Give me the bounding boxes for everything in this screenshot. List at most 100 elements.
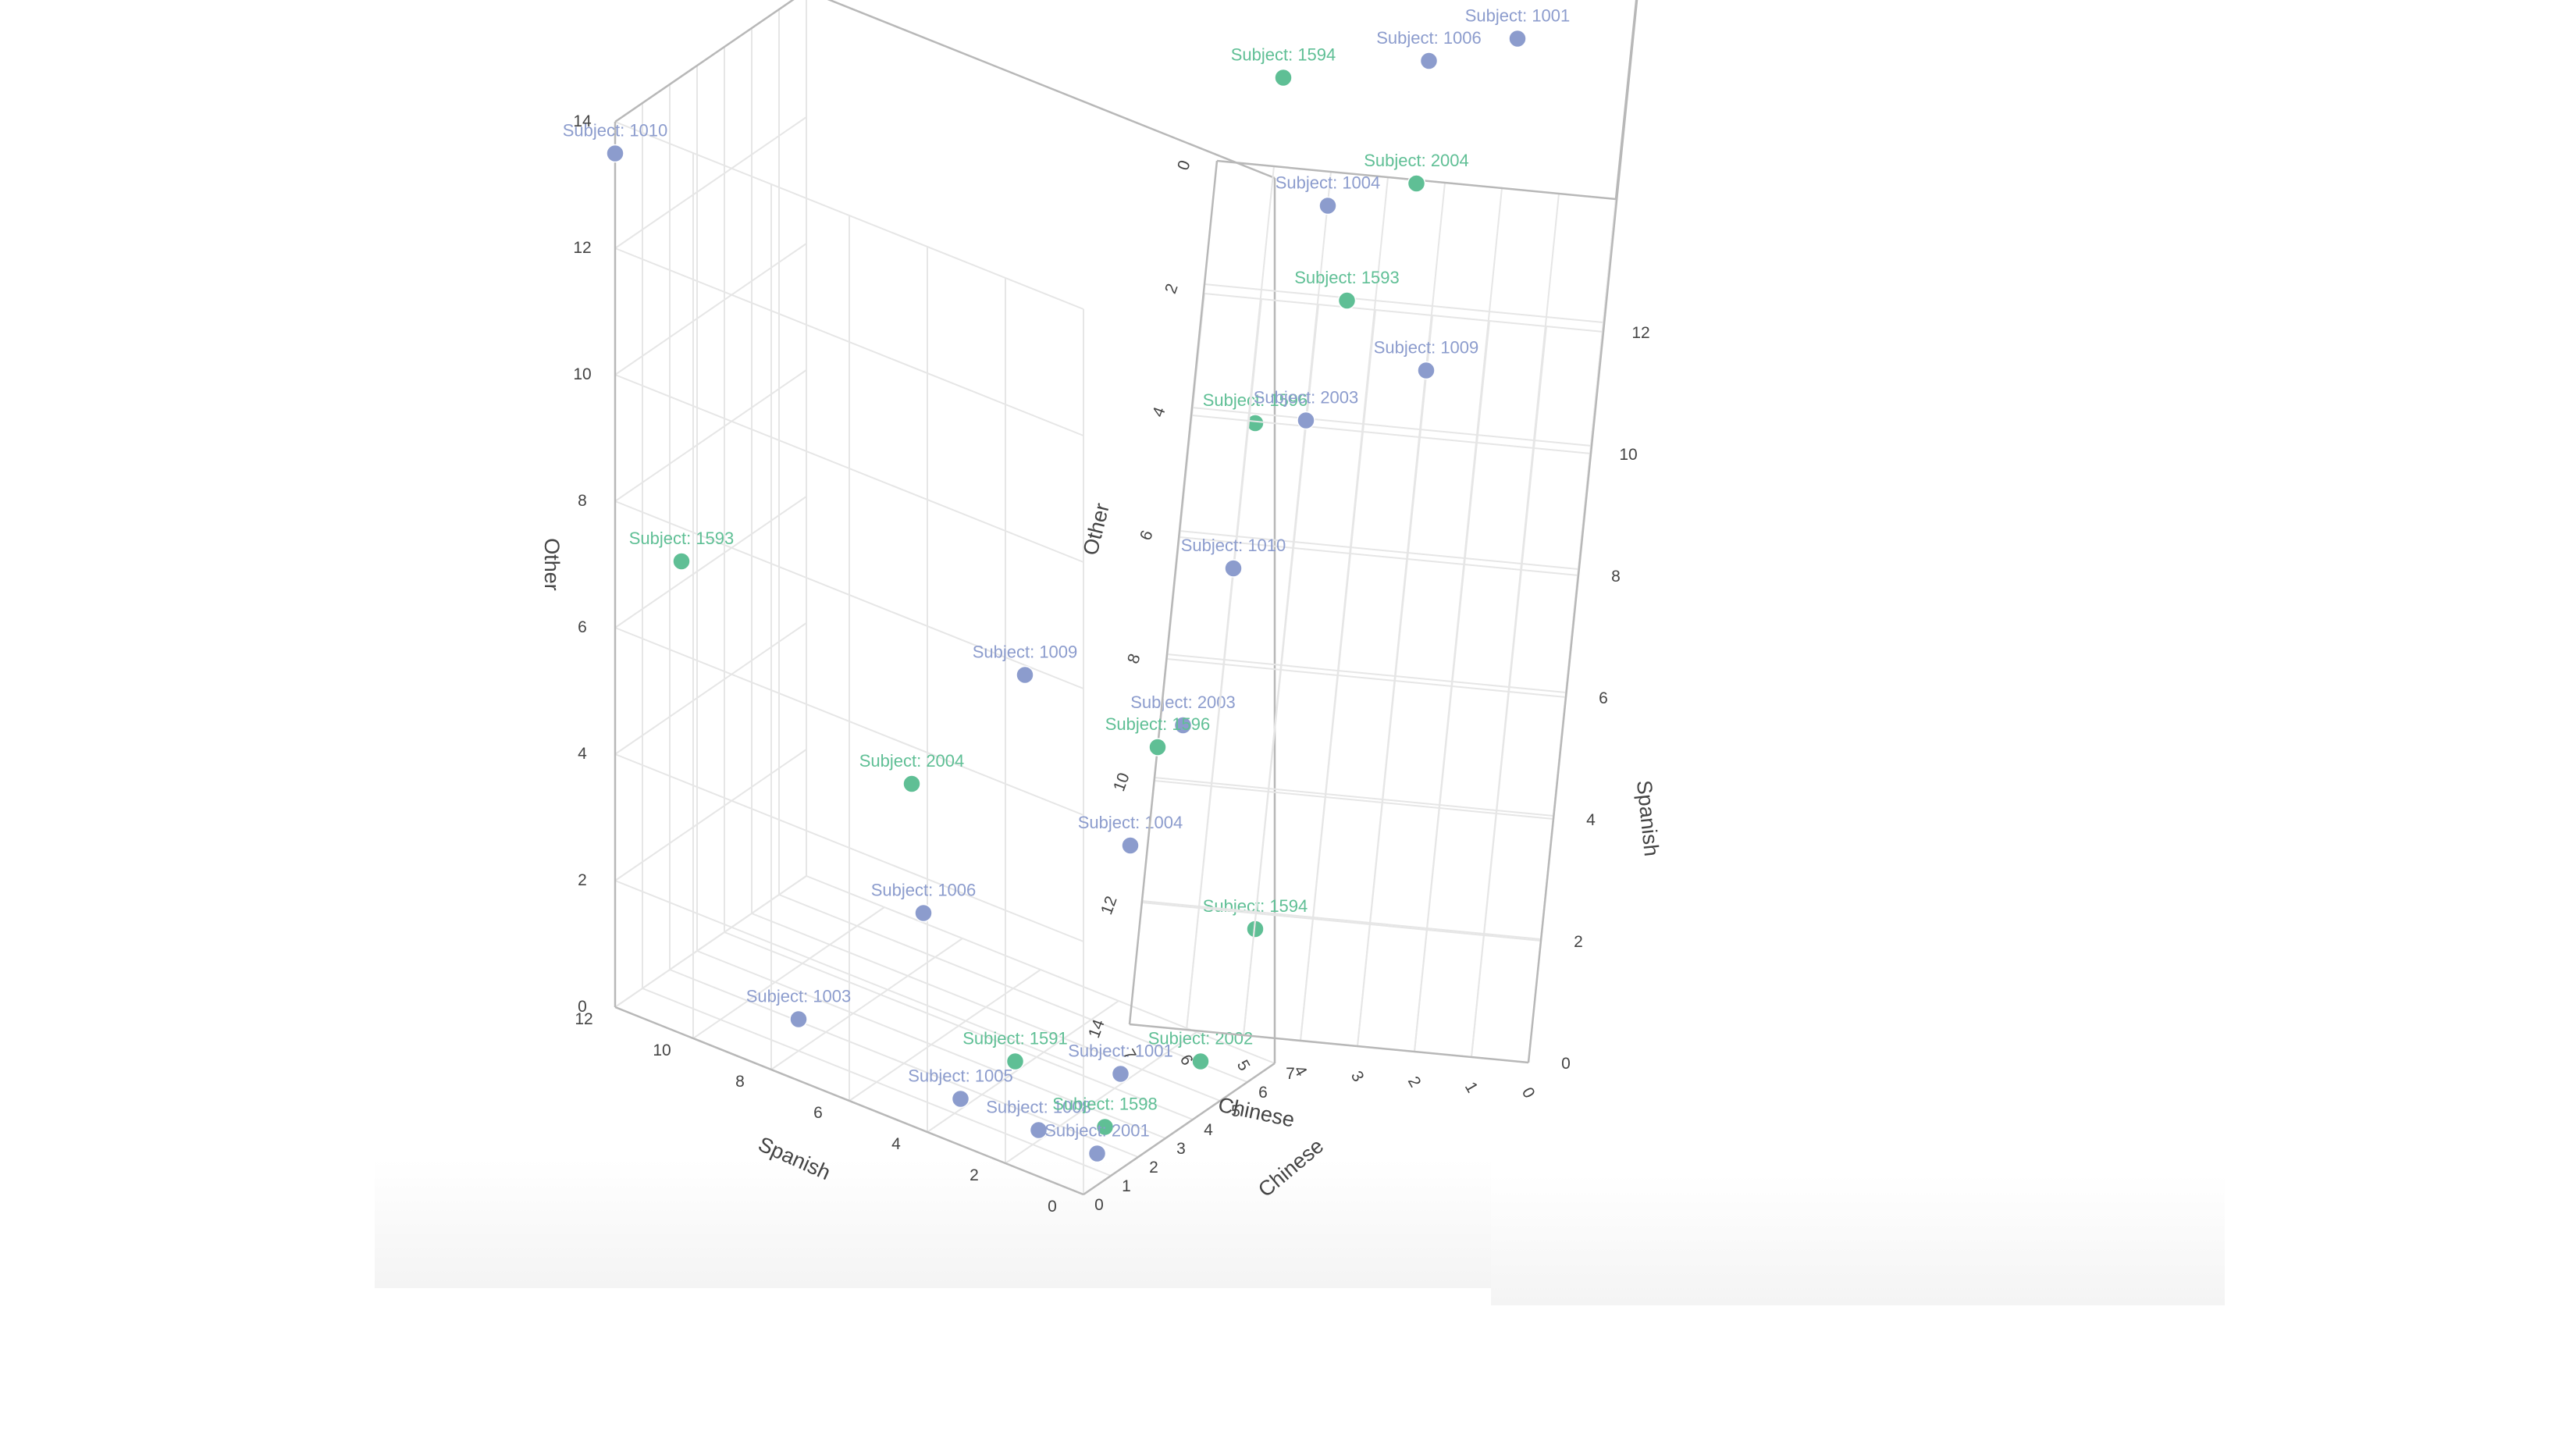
data-point-label: Subject: 2001 [1044, 1121, 1150, 1141]
x-tick-label: 2 [1404, 1073, 1425, 1091]
grid-line [1166, 658, 1567, 698]
data-point-marker[interactable] [1029, 1120, 1048, 1140]
grid-line [1300, 176, 1389, 1041]
data-point-marker[interactable] [1111, 1064, 1130, 1084]
data-point-label: Subject: 1005 [908, 1066, 1013, 1086]
data-point-marker[interactable] [1407, 174, 1426, 193]
grid-line [614, 880, 1084, 1069]
data-point-marker[interactable] [1191, 1052, 1210, 1071]
scatter3d-left[interactable]: 0123456702468101202468101214ChineseSpani… [540, 0, 1328, 1216]
y-tick-label: 0 [1561, 1055, 1571, 1073]
grid-line [1414, 187, 1503, 1052]
y-tick-label: 10 [653, 1041, 671, 1059]
data-point-marker[interactable] [606, 144, 624, 163]
data-point-marker[interactable] [1016, 665, 1034, 685]
z-tick-label: 6 [578, 618, 587, 636]
grid-line [1603, 0, 1638, 333]
data-point-marker[interactable] [1095, 1117, 1115, 1137]
y-tick-label: 6 [1599, 689, 1608, 707]
y-axis-title: Spanish [755, 1132, 834, 1184]
data-point-marker[interactable] [1087, 1144, 1107, 1163]
data-point-marker[interactable] [902, 774, 921, 793]
y-tick-label: 12 [1631, 324, 1649, 342]
z-tick-label: 14 [573, 112, 592, 130]
x-axis-line [1083, 1062, 1276, 1196]
grid-line [770, 938, 963, 1070]
data-point-marker[interactable] [1224, 559, 1243, 578]
x-tick-label: 5 [1231, 1102, 1240, 1120]
y-tick-label: 4 [1586, 811, 1596, 829]
z-tick-label: 14 [1085, 1017, 1108, 1041]
grid-line [1166, 653, 1567, 693]
frame-edge [614, 0, 795, 123]
data-point-marker[interactable] [1173, 716, 1193, 735]
grid-line [927, 1000, 1119, 1133]
x-tick-label: 4 [1204, 1121, 1213, 1139]
data-point-marker[interactable] [1508, 29, 1527, 48]
frame-edge [827, 0, 1276, 180]
x-tick-label: 0 [1094, 1196, 1104, 1214]
data-point-label: Subject: 1594 [1231, 45, 1336, 65]
data-point-label: Subject: 1001 [1068, 1041, 1173, 1061]
data-point-marker[interactable] [1121, 836, 1140, 855]
z-tick-label: 2 [578, 871, 587, 889]
grid-line [614, 496, 807, 628]
grid-line [1578, 0, 1638, 576]
x-tick-label: 6 [1258, 1084, 1268, 1102]
z-tick-label: 0 [578, 998, 587, 1016]
scatter3d-right[interactable]: 0123456702468101202468101214ChineseSpani… [1079, 0, 1691, 1132]
data-point-marker[interactable] [1274, 68, 1293, 87]
grid-line [1186, 166, 1275, 1031]
data-point-marker[interactable] [1005, 1052, 1025, 1071]
z-tick-label: 12 [1098, 894, 1121, 917]
data-point-label: Subject: 1596 [1203, 390, 1308, 410]
grid-line [614, 0, 795, 123]
x-tick-label: 5 [1233, 1057, 1254, 1074]
data-point-label: Subject: 1004 [1276, 173, 1381, 193]
y-tick-label: 12 [575, 1010, 592, 1028]
grid-line [614, 374, 1084, 563]
data-point-marker[interactable] [789, 1009, 808, 1029]
x-axis-title: Chinese [1216, 1093, 1297, 1132]
data-point-label: Subject: 2004 [1364, 151, 1469, 170]
grid-line [614, 116, 807, 249]
data-point-label: Subject: 1596 [1105, 714, 1211, 734]
data-point-marker[interactable] [1148, 738, 1167, 757]
data-point-label: Subject: 1004 [1078, 813, 1183, 832]
z-tick-label: 0 [1174, 158, 1194, 173]
z-tick-label: 4 [1149, 404, 1169, 419]
z-tick-label: 2 [1162, 281, 1182, 296]
data-point-label: Subject: 2003 [1130, 692, 1236, 712]
grid-line [1565, 0, 1638, 698]
left-plot-background [375, 0, 1491, 1288]
data-point-marker[interactable] [1246, 414, 1265, 433]
data-point-marker[interactable] [1417, 361, 1436, 380]
z-tick-label: 10 [573, 365, 591, 383]
data-point-marker[interactable] [951, 1089, 970, 1109]
z-axis-line [1128, 160, 1219, 1025]
x-tick-label: 2 [1149, 1159, 1158, 1177]
data-point-marker[interactable] [914, 903, 933, 923]
y-axis-title: Spanish [1632, 779, 1663, 857]
grid-line [614, 369, 807, 502]
x-tick-label: 7 [1286, 1065, 1295, 1083]
x-axis-title: Chinese [1254, 1134, 1328, 1202]
data-point-marker[interactable] [672, 552, 691, 571]
data-point-label: Subject: 1009 [973, 643, 1078, 662]
x-tick-label: 1 [1122, 1177, 1131, 1195]
grid-line [1141, 900, 1542, 940]
data-point-marker[interactable] [1337, 291, 1357, 310]
grid-line [1590, 0, 1638, 447]
z-tick-label: 6 [1137, 528, 1157, 543]
grid-line [614, 875, 807, 1008]
data-point-marker[interactable] [1419, 52, 1439, 70]
y-tick-label: 6 [813, 1104, 823, 1122]
data-point-marker[interactable] [1318, 196, 1337, 215]
y-tick-label: 4 [891, 1135, 901, 1153]
y-axis-line [614, 1006, 1084, 1196]
y-tick-label: 2 [1574, 933, 1583, 951]
data-point-marker[interactable] [1297, 411, 1315, 430]
grid-line [1005, 1031, 1197, 1164]
x-tick-label: 0 [1518, 1084, 1539, 1102]
y-tick-label: 8 [1611, 568, 1621, 586]
